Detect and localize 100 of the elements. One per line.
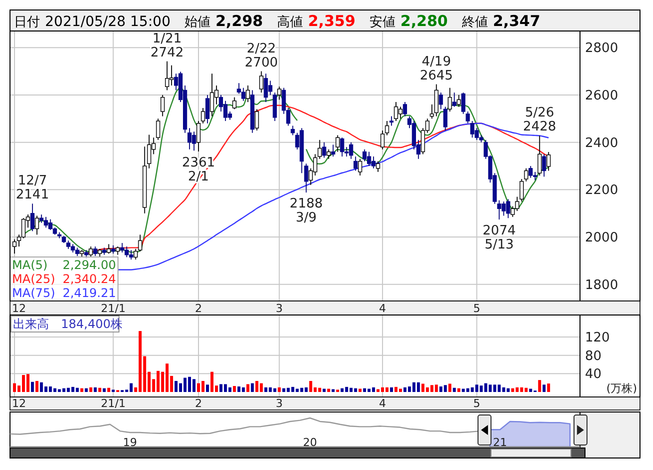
candlestick (34, 215, 39, 236)
annotation: 5/26 2428 (523, 106, 556, 135)
bar (457, 388, 460, 392)
bar (340, 388, 344, 392)
bar (444, 385, 447, 392)
bar (260, 383, 263, 392)
candlestick (520, 178, 524, 202)
candlestick (134, 248, 138, 260)
bar (282, 388, 286, 392)
bar (250, 383, 254, 392)
bar (327, 388, 330, 392)
candlestick (371, 156, 376, 169)
text: 終値 (460, 15, 488, 30)
bar (376, 389, 380, 392)
candlestick (304, 163, 308, 193)
bar (26, 374, 30, 392)
candlestick (354, 156, 358, 172)
bar (322, 388, 326, 392)
candlestick (205, 94, 210, 124)
x-tick-label: 20 (303, 436, 317, 449)
candlestick (30, 203, 34, 232)
candlestick (542, 154, 546, 178)
candlestick (362, 148, 367, 162)
candlestick (358, 158, 362, 176)
candlestick (331, 144, 336, 157)
bar (529, 388, 532, 392)
y-tick-label: 2400 (585, 136, 618, 151)
y-tick-label: 120 (585, 330, 610, 346)
candlestick (156, 118, 160, 140)
candlestick (443, 106, 448, 131)
bar (434, 384, 438, 392)
bar (94, 387, 97, 392)
text: 2021/05/28 15:00 (45, 14, 170, 30)
candlestick (322, 142, 326, 158)
x-tick-label: 21 (493, 436, 507, 449)
x-tick-label: 5 (473, 302, 480, 315)
bar (304, 387, 308, 392)
bar (547, 384, 550, 392)
candlestick (232, 96, 236, 110)
candlestick (376, 160, 380, 172)
series-label: MA(25) 2,340.24 (12, 272, 116, 286)
bar (416, 382, 420, 392)
x-tick-label: 5 (473, 397, 480, 410)
bar (542, 384, 546, 392)
candlestick (394, 102, 398, 122)
y-axis-title: (万株) (606, 382, 637, 395)
candlestick (200, 108, 206, 124)
series-label: MA(75) 2,419.21 (12, 286, 116, 300)
candlestick (398, 106, 403, 120)
y-tick-label: 2000 (585, 230, 618, 246)
bar (84, 388, 88, 392)
annotation: 2074 5/13 (482, 224, 516, 253)
text: 2,347 (492, 12, 540, 30)
text: 2,359 (308, 12, 356, 30)
bar (273, 388, 276, 392)
bar (76, 388, 79, 392)
bar (242, 387, 245, 392)
y-tick-label: 80 (585, 348, 602, 364)
bar (80, 388, 84, 392)
candlestick (192, 131, 196, 152)
candlestick (448, 87, 452, 112)
x-tick-label: 3 (276, 397, 283, 410)
y-tick-label: 1800 (585, 278, 618, 293)
candlestick (340, 137, 344, 157)
candlestick (380, 130, 385, 150)
text: 始値 (184, 15, 210, 30)
y-tick-label: 2800 (585, 41, 618, 56)
candlestick (165, 60, 170, 91)
candlestick (336, 134, 340, 152)
candlestick (430, 104, 434, 120)
candlestick (438, 92, 443, 110)
bar (35, 380, 38, 392)
y-tick-label: 2600 (585, 88, 618, 104)
x-tick-label: 19 (123, 436, 137, 449)
candlestick (524, 168, 528, 182)
x-tick-label: 2 (195, 397, 202, 410)
candlestick (246, 85, 250, 103)
candlestick (384, 120, 390, 136)
x-tick-label: 3 (276, 302, 283, 315)
candlestick (21, 218, 26, 239)
bar (332, 389, 335, 392)
y-tick-label: 2200 (585, 183, 618, 198)
bar (228, 387, 232, 392)
bar (30, 382, 34, 392)
candlestick (120, 242, 124, 253)
candlestick (254, 108, 259, 131)
chart-title: 出来高 184,400株 (13, 317, 123, 331)
annotation: 1/21 2742 (150, 31, 184, 60)
x-tick-label: 4 (379, 397, 386, 410)
candlestick (326, 148, 331, 160)
annotation: 2188 3/9 (290, 196, 323, 226)
bar (538, 380, 542, 392)
text: 日付 (14, 15, 40, 30)
bar (232, 386, 236, 392)
candlestick (277, 86, 282, 100)
bar (89, 387, 92, 392)
annotation: 4/19 2645 (420, 54, 453, 84)
candlestick (196, 120, 201, 152)
candlestick (290, 125, 295, 136)
x-tick-label: 4 (379, 302, 386, 315)
